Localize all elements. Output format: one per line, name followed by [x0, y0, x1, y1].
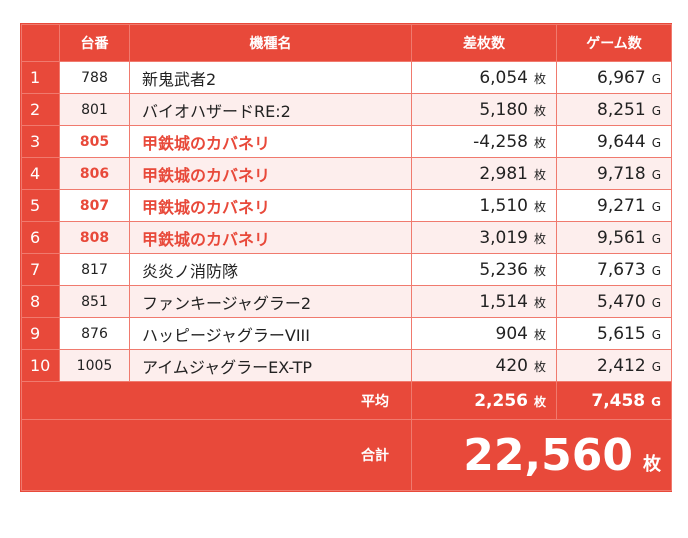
games-cell: 9,561 G: [556, 221, 672, 254]
unit-coin: 枚: [533, 135, 546, 150]
results-table: 台番 機種名 差枚数 ゲーム数 1 788 新鬼武者2 6,054 枚 6,967 G 2 80…: [21, 24, 672, 491]
diff-cell: 6,054 枚: [411, 61, 557, 94]
table-row: 2 801 バイオハザードRE:2 5,180 枚 8,251 G: [21, 93, 672, 126]
header-rank: [21, 24, 60, 62]
machine-number: 1005: [59, 349, 130, 382]
unit-coin: 枚: [533, 295, 546, 310]
unit-game: G: [651, 231, 661, 246]
table-row: 6 808 甲鉄城のカバネリ 3,019 枚 9,561 G: [21, 221, 672, 254]
average-row: 平均 2,256 枚 7,458 G: [21, 381, 672, 420]
machine-number: 807: [59, 189, 130, 222]
rank-cell: 5: [21, 189, 60, 222]
unit-game: G: [651, 394, 661, 409]
diff-cell: -4,258 枚: [411, 125, 557, 158]
header-diff: 差枚数: [411, 24, 557, 62]
table-row: 1 788 新鬼武者2 6,054 枚 6,967 G: [21, 61, 672, 94]
header-number: 台番: [59, 24, 130, 62]
machine-model: ハッピージャグラーVIII: [129, 317, 412, 350]
unit-coin: 枚: [533, 167, 546, 182]
games-cell: 6,967 G: [556, 61, 672, 94]
unit-coin: 枚: [533, 199, 546, 214]
header-row: 台番 機種名 差枚数 ゲーム数: [21, 24, 672, 62]
average-label: 平均: [21, 381, 412, 420]
table-row: 10 1005 アイムジャグラーEX-TP 420 枚 2,412 G: [21, 349, 672, 382]
games-cell: 8,251 G: [556, 93, 672, 126]
table-row: 7 817 炎炎ノ消防隊 5,236 枚 7,673 G: [21, 253, 672, 286]
games-cell: 2,412 G: [556, 349, 672, 382]
machine-number: 851: [59, 285, 130, 318]
table-row: 4 806 甲鉄城のカバネリ 2,981 枚 9,718 G: [21, 157, 672, 190]
unit-game: G: [651, 135, 661, 150]
machine-model: 甲鉄城のカバネリ: [129, 157, 412, 190]
unit-game: G: [651, 71, 661, 86]
unit-game: G: [651, 263, 661, 278]
machine-model: アイムジャグラーEX-TP: [129, 349, 412, 382]
unit-coin: 枚: [533, 103, 546, 118]
diff-cell: 420 枚: [411, 349, 557, 382]
total-row: 合計 22,560 枚: [21, 419, 672, 491]
rank-cell: 3: [21, 125, 60, 158]
games-cell: 5,470 G: [556, 285, 672, 318]
rank-cell: 4: [21, 157, 60, 190]
diff-cell: 904 枚: [411, 317, 557, 350]
machine-number: 801: [59, 93, 130, 126]
machine-number: 788: [59, 61, 130, 94]
machine-number: 808: [59, 221, 130, 254]
rank-cell: 8: [21, 285, 60, 318]
results-table-container: 台番 機種名 差枚数 ゲーム数 1 788 新鬼武者2 6,054 枚 6,967 G 2 80…: [20, 23, 672, 492]
games-cell: 5,615 G: [556, 317, 672, 350]
table-row: 9 876 ハッピージャグラーVIII 904 枚 5,615 G: [21, 317, 672, 350]
rank-cell: 9: [21, 317, 60, 350]
unit-game: G: [651, 103, 661, 118]
unit-game: G: [651, 199, 661, 214]
unit-coin: 枚: [533, 263, 546, 278]
rank-cell: 2: [21, 93, 60, 126]
games-cell: 9,718 G: [556, 157, 672, 190]
unit-coin: 枚: [533, 359, 546, 374]
unit-game: G: [651, 167, 661, 182]
unit-game: G: [651, 295, 661, 310]
unit-coin: 枚: [533, 394, 546, 409]
diff-cell: 3,019 枚: [411, 221, 557, 254]
unit-coin: 枚: [533, 71, 546, 86]
header-games: ゲーム数: [556, 24, 672, 62]
unit-coin: 枚: [643, 453, 661, 475]
diff-cell: 1,514 枚: [411, 285, 557, 318]
table-row: 3 805 甲鉄城のカバネリ -4,258 枚 9,644 G: [21, 125, 672, 158]
machine-model: 甲鉄城のカバネリ: [129, 125, 412, 158]
machine-model: 甲鉄城のカバネリ: [129, 221, 412, 254]
games-cell: 9,271 G: [556, 189, 672, 222]
machine-model: 新鬼武者2: [129, 61, 412, 94]
diff-cell: 1,510 枚: [411, 189, 557, 222]
diff-cell: 2,981 枚: [411, 157, 557, 190]
games-cell: 7,673 G: [556, 253, 672, 286]
machine-model: バイオハザードRE:2: [129, 93, 412, 126]
rank-cell: 7: [21, 253, 60, 286]
machine-number: 876: [59, 317, 130, 350]
machine-number: 806: [59, 157, 130, 190]
unit-coin: 枚: [533, 231, 546, 246]
machine-model: 炎炎ノ消防隊: [129, 253, 412, 286]
total-diff: 22,560 枚: [411, 419, 672, 491]
machine-number: 817: [59, 253, 130, 286]
machine-model: 甲鉄城のカバネリ: [129, 189, 412, 222]
unit-game: G: [651, 359, 661, 374]
average-games: 7,458 G: [556, 381, 672, 420]
rank-cell: 1: [21, 61, 60, 94]
total-label: 合計: [21, 419, 412, 491]
table-row: 5 807 甲鉄城のカバネリ 1,510 枚 9,271 G: [21, 189, 672, 222]
diff-cell: 5,236 枚: [411, 253, 557, 286]
unit-game: G: [651, 327, 661, 342]
header-model: 機種名: [129, 24, 412, 62]
average-diff: 2,256 枚: [411, 381, 557, 420]
machine-model: ファンキージャグラー2: [129, 285, 412, 318]
table-row: 8 851 ファンキージャグラー2 1,514 枚 5,470 G: [21, 285, 672, 318]
diff-cell: 5,180 枚: [411, 93, 557, 126]
rank-cell: 10: [21, 349, 60, 382]
games-cell: 9,644 G: [556, 125, 672, 158]
machine-number: 805: [59, 125, 130, 158]
rank-cell: 6: [21, 221, 60, 254]
unit-coin: 枚: [533, 327, 546, 342]
